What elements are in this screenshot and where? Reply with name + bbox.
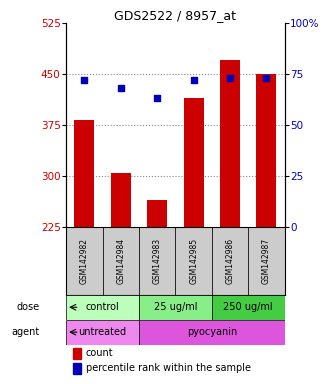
Bar xyxy=(175,227,212,295)
Bar xyxy=(66,295,139,320)
Bar xyxy=(73,362,81,374)
Bar xyxy=(66,227,103,295)
Point xyxy=(82,77,87,83)
Text: percentile rank within the sample: percentile rank within the sample xyxy=(86,363,251,373)
Text: count: count xyxy=(86,349,114,359)
Bar xyxy=(139,227,175,295)
Text: control: control xyxy=(86,302,119,312)
Point xyxy=(227,75,233,81)
Bar xyxy=(184,98,204,227)
Text: untreated: untreated xyxy=(78,327,127,337)
Bar xyxy=(74,119,94,227)
Bar xyxy=(147,200,167,227)
Bar xyxy=(111,172,131,227)
Point xyxy=(191,77,196,83)
Text: GSM142984: GSM142984 xyxy=(116,238,125,284)
Bar xyxy=(73,348,81,359)
Bar xyxy=(257,74,276,227)
Text: 25 ug/ml: 25 ug/ml xyxy=(154,302,197,312)
Title: GDS2522 / 8957_at: GDS2522 / 8957_at xyxy=(115,9,236,22)
Bar xyxy=(66,320,139,344)
Text: 250 ug/ml: 250 ug/ml xyxy=(223,302,273,312)
Text: GSM142987: GSM142987 xyxy=(262,238,271,284)
Text: agent: agent xyxy=(12,327,40,337)
Text: pyocyanin: pyocyanin xyxy=(187,327,237,337)
Text: GSM142986: GSM142986 xyxy=(225,238,235,284)
Bar xyxy=(212,295,285,320)
Bar xyxy=(212,227,248,295)
Point xyxy=(264,75,269,81)
Bar xyxy=(220,60,240,227)
Bar xyxy=(103,227,139,295)
Point xyxy=(155,95,160,101)
Bar xyxy=(248,227,285,295)
Text: GSM142982: GSM142982 xyxy=(80,238,89,284)
Text: GSM142983: GSM142983 xyxy=(153,238,162,284)
Text: dose: dose xyxy=(17,302,40,312)
Text: GSM142985: GSM142985 xyxy=(189,238,198,284)
Bar xyxy=(139,320,285,344)
Point xyxy=(118,85,123,91)
Bar xyxy=(139,295,212,320)
